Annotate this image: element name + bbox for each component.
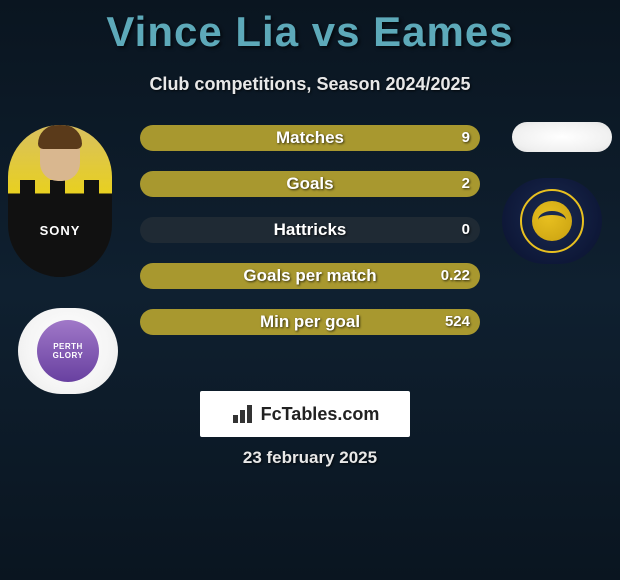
stat-label: Hattricks — [140, 217, 480, 243]
stat-value-right: 9 — [462, 125, 470, 151]
date-label: 23 february 2025 — [0, 448, 620, 468]
stat-value-right: 524 — [445, 309, 470, 335]
badge-text: GLORY — [53, 351, 84, 360]
stat-value-right: 0 — [462, 217, 470, 243]
stat-row: Goals per match0.22 — [140, 263, 480, 289]
stat-label: Min per goal — [140, 309, 480, 335]
stat-value-right: 0.22 — [441, 263, 470, 289]
fctables-attribution[interactable]: FcTables.com — [200, 391, 410, 437]
page-title: Vince Lia vs Eames — [0, 0, 620, 56]
fctables-label: FcTables.com — [261, 404, 380, 425]
stat-label: Goals per match — [140, 263, 480, 289]
stat-label: Goals — [140, 171, 480, 197]
club-badge-right — [502, 178, 602, 264]
stat-label: Matches — [140, 125, 480, 151]
club-badge-left: PERTH GLORY — [18, 308, 118, 394]
kit-sponsor-label: SONY — [8, 223, 112, 238]
stat-row: Hattricks0 — [140, 217, 480, 243]
stat-row: Min per goal524 — [140, 309, 480, 335]
stat-row: Goals2 — [140, 171, 480, 197]
stat-row: Matches9 — [140, 125, 480, 151]
fctables-logo-icon — [231, 405, 255, 423]
stats-container: Matches9Goals2Hattricks0Goals per match0… — [140, 125, 480, 355]
subtitle: Club competitions, Season 2024/2025 — [0, 74, 620, 95]
player-left-avatar: SONY — [8, 125, 112, 277]
badge-text: PERTH — [53, 342, 83, 351]
player-right-avatar — [512, 122, 612, 152]
stat-value-right: 2 — [462, 171, 470, 197]
